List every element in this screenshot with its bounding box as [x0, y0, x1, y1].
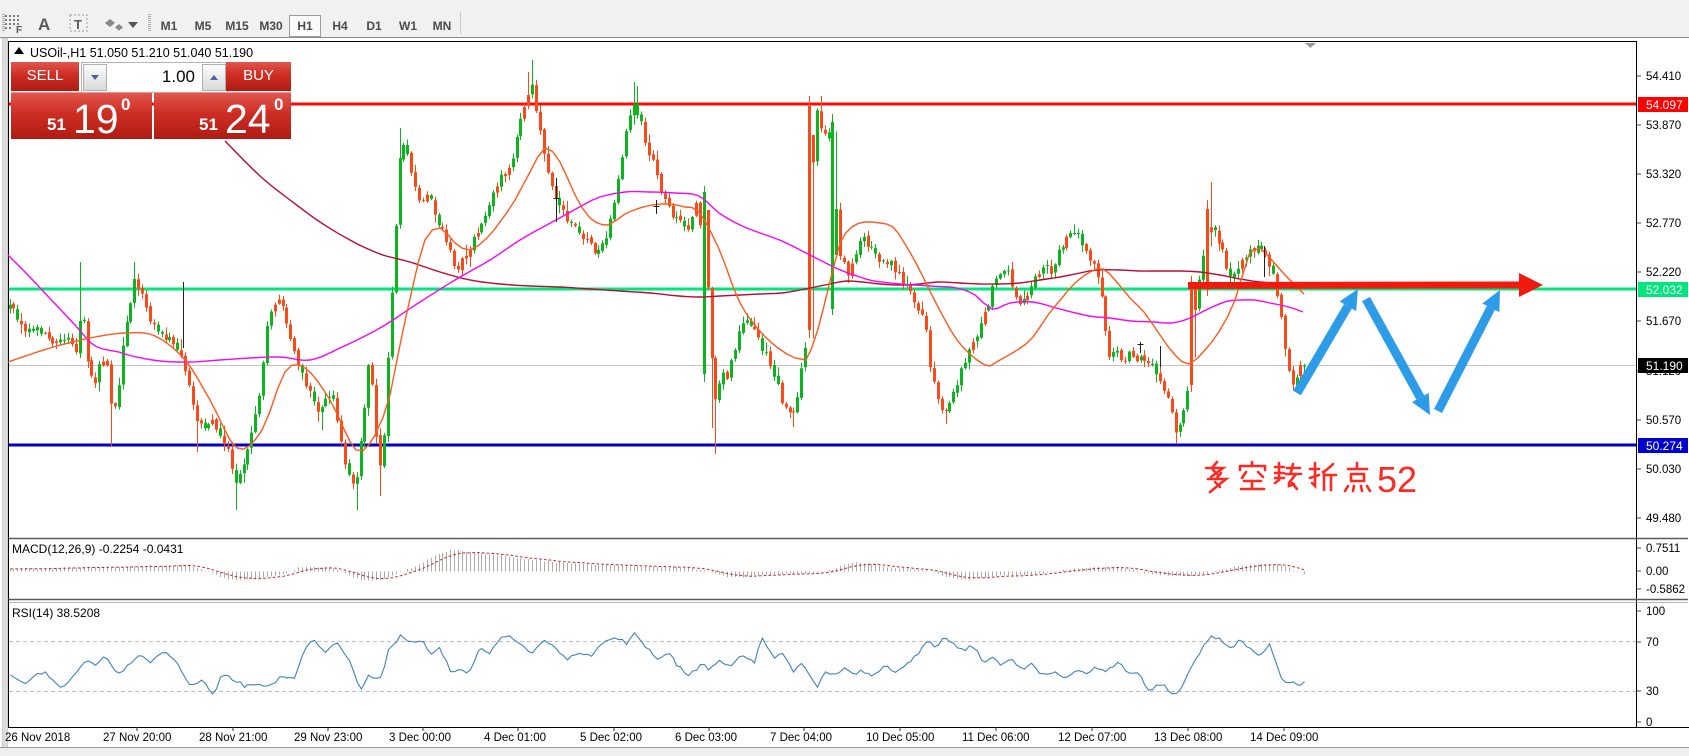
- svg-text:49.480: 49.480: [1646, 513, 1681, 525]
- svg-text:28 Nov 21:00: 28 Nov 21:00: [199, 732, 267, 744]
- svg-text:50.274: 50.274: [1646, 439, 1683, 453]
- svg-text:5 Dec 02:00: 5 Dec 02:00: [580, 732, 642, 744]
- svg-text:52.220: 52.220: [1646, 267, 1681, 279]
- svg-text:52.032: 52.032: [1646, 283, 1683, 297]
- svg-text:0.00: 0.00: [1646, 566, 1668, 578]
- svg-text:USOil-,H1 51.050 51.210 51.04: USOil-,H1 51.050 51.210 51.040 51.190: [30, 46, 253, 60]
- svg-text:53.320: 53.320: [1646, 169, 1681, 181]
- svg-text:12 Dec 07:00: 12 Dec 07:00: [1058, 732, 1126, 744]
- svg-text:-0.5862: -0.5862: [1646, 584, 1685, 596]
- svg-text:52: 52: [1377, 459, 1417, 500]
- svg-text:10 Dec 05:00: 10 Dec 05:00: [866, 732, 934, 744]
- svg-text:14 Dec 09:00: 14 Dec 09:00: [1250, 732, 1318, 744]
- svg-text:51.670: 51.670: [1646, 316, 1681, 328]
- svg-text:11 Dec 06:00: 11 Dec 06:00: [962, 732, 1030, 744]
- svg-text:F: F: [16, 25, 22, 36]
- svg-text:50.570: 50.570: [1646, 415, 1681, 427]
- svg-text:7 Dec 04:00: 7 Dec 04:00: [770, 732, 832, 744]
- svg-text:54.410: 54.410: [1646, 71, 1681, 83]
- svg-text:6 Dec 03:00: 6 Dec 03:00: [675, 732, 737, 744]
- svg-text:RSI(14) 38.5208: RSI(14) 38.5208: [12, 606, 100, 620]
- svg-text:26 Nov 2018: 26 Nov 2018: [5, 732, 70, 744]
- svg-text:100: 100: [1646, 606, 1665, 618]
- svg-text:52.770: 52.770: [1646, 218, 1681, 230]
- svg-text:50.030: 50.030: [1646, 464, 1681, 476]
- svg-text:27 Nov 20:00: 27 Nov 20:00: [103, 732, 171, 744]
- svg-text:3 Dec 00:00: 3 Dec 00:00: [389, 732, 451, 744]
- svg-text:51.190: 51.190: [1646, 359, 1683, 373]
- svg-text:29 Nov 23:00: 29 Nov 23:00: [294, 732, 362, 744]
- svg-text:4 Dec 01:00: 4 Dec 01:00: [484, 732, 546, 744]
- svg-text:0.7511: 0.7511: [1646, 543, 1680, 555]
- svg-text:T: T: [74, 17, 82, 32]
- svg-text:MACD(12,26,9) -0.2254 -0.0431: MACD(12,26,9) -0.2254 -0.0431: [12, 542, 184, 556]
- svg-text:54.097: 54.097: [1646, 98, 1683, 112]
- svg-text:30: 30: [1646, 686, 1659, 698]
- svg-text:53.870: 53.870: [1646, 120, 1681, 132]
- svg-text:0: 0: [1646, 717, 1652, 729]
- svg-text:13 Dec 08:00: 13 Dec 08:00: [1154, 732, 1222, 744]
- svg-text:70: 70: [1646, 637, 1659, 649]
- svg-text:A: A: [38, 15, 50, 34]
